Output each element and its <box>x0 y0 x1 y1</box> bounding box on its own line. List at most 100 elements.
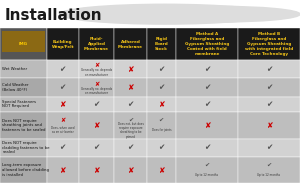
Text: Rigid
Board
Stock: Rigid Board Stock <box>154 37 168 51</box>
Text: Fluid-
Applied
Membrane: Fluid- Applied Membrane <box>84 37 109 51</box>
Text: ✘: ✘ <box>127 65 134 74</box>
Text: Cold Weather
(Below 40°F): Cold Weather (Below 40°F) <box>2 83 29 92</box>
Text: ✔: ✔ <box>127 143 134 152</box>
Text: Up to 12 months: Up to 12 months <box>257 173 280 177</box>
Bar <box>114 157 147 183</box>
Text: Method A
Fiberglass and
Gypsum Sheathing
Coated with field
membrane: Method A Fiberglass and Gypsum Sheathing… <box>185 32 229 56</box>
Bar <box>147 157 176 183</box>
Bar <box>238 78 300 97</box>
Text: ✘: ✘ <box>93 121 100 130</box>
Text: Does NOT require
sheathing joints and
fasteners to be sealed: Does NOT require sheathing joints and fa… <box>2 119 46 132</box>
Text: Does not, but does
require exposure
sheathing to be
primed: Does not, but does require exposure shea… <box>118 122 143 139</box>
Text: ✔: ✔ <box>204 163 209 168</box>
Text: ✘: ✘ <box>127 165 134 175</box>
Text: ✘: ✘ <box>158 165 165 175</box>
Bar <box>114 60 147 78</box>
Bar <box>147 78 176 97</box>
Bar <box>46 112 79 139</box>
Bar <box>147 28 176 60</box>
Text: ✔: ✔ <box>59 83 66 92</box>
Text: ✔: ✔ <box>204 100 210 109</box>
Bar <box>0 112 46 139</box>
Bar <box>114 139 147 157</box>
Text: ✔: ✔ <box>204 83 210 92</box>
Bar <box>147 97 176 112</box>
Text: ✘: ✘ <box>266 121 272 130</box>
Bar <box>79 112 114 139</box>
Text: ✔: ✔ <box>59 143 66 152</box>
Circle shape <box>132 6 300 22</box>
Bar <box>176 28 238 60</box>
Text: ✔: ✔ <box>266 83 272 92</box>
Text: ✔: ✔ <box>158 65 165 74</box>
Bar <box>176 97 238 112</box>
Text: Generally no, depends
on manufacturer: Generally no, depends on manufacturer <box>81 87 112 95</box>
Text: Generally no, depends
on manufacturer: Generally no, depends on manufacturer <box>81 68 112 77</box>
Bar <box>176 139 238 157</box>
Text: Does NOT require
cladding fasteners to be
sealed: Does NOT require cladding fasteners to b… <box>2 141 50 154</box>
Bar <box>238 60 300 78</box>
Text: ✘: ✘ <box>94 63 99 68</box>
Text: Does for joints: Does for joints <box>152 128 171 132</box>
Bar <box>46 28 79 60</box>
Text: Up to 12 months: Up to 12 months <box>195 173 218 177</box>
Bar <box>46 78 79 97</box>
Bar <box>0 28 46 60</box>
Bar <box>46 139 79 157</box>
Text: IMG: IMG <box>19 42 28 46</box>
Text: ✔: ✔ <box>266 143 272 152</box>
Text: Building
Wrap/Felt: Building Wrap/Felt <box>51 40 74 49</box>
Text: Special Fasteners
NOT Required: Special Fasteners NOT Required <box>2 100 36 109</box>
Text: ✘: ✘ <box>93 165 100 175</box>
Bar <box>147 112 176 139</box>
Text: ✘: ✘ <box>60 118 65 123</box>
Text: ✔: ✔ <box>266 65 272 74</box>
Bar <box>238 97 300 112</box>
Bar <box>114 97 147 112</box>
Text: Adhered
Membrane: Adhered Membrane <box>118 40 143 49</box>
Bar <box>114 78 147 97</box>
Bar <box>79 157 114 183</box>
Bar <box>0 157 46 183</box>
Bar <box>114 112 147 139</box>
Bar <box>176 60 238 78</box>
Bar <box>114 28 147 60</box>
Bar <box>46 157 79 183</box>
Text: ✘: ✘ <box>158 100 165 109</box>
Text: Installation: Installation <box>4 8 102 23</box>
Text: ✘: ✘ <box>59 165 66 175</box>
Text: ✘: ✘ <box>127 83 134 92</box>
Text: Long-term exposure
allowed before cladding
is installed: Long-term exposure allowed before claddi… <box>2 163 50 177</box>
Bar <box>79 60 114 78</box>
Bar <box>46 97 79 112</box>
Text: ✔: ✔ <box>266 100 272 109</box>
Bar <box>0 139 46 157</box>
Bar <box>0 60 46 78</box>
Circle shape <box>60 4 270 24</box>
Bar <box>79 97 114 112</box>
Text: ✔: ✔ <box>158 83 165 92</box>
Text: ✔: ✔ <box>59 65 66 74</box>
Bar <box>0 97 46 112</box>
Text: ✘: ✘ <box>59 100 66 109</box>
Text: ✘: ✘ <box>204 121 210 130</box>
Bar <box>0 78 46 97</box>
Bar <box>176 78 238 97</box>
Text: ✔: ✔ <box>204 143 210 152</box>
Text: Does, when used
as an air barrier: Does, when used as an air barrier <box>51 126 74 134</box>
Bar <box>176 157 238 183</box>
Bar <box>147 60 176 78</box>
Bar <box>79 78 114 97</box>
Text: ✔: ✔ <box>204 65 210 74</box>
Bar <box>147 139 176 157</box>
Text: ✔: ✔ <box>158 143 165 152</box>
Bar <box>176 112 238 139</box>
Bar <box>238 139 300 157</box>
Text: ✔: ✔ <box>93 100 100 109</box>
Bar <box>238 112 300 139</box>
Bar <box>238 28 300 60</box>
Text: ✔: ✔ <box>93 143 100 152</box>
Text: Wet Weather: Wet Weather <box>2 67 28 71</box>
Text: ✔: ✔ <box>128 118 133 123</box>
Bar <box>46 60 79 78</box>
